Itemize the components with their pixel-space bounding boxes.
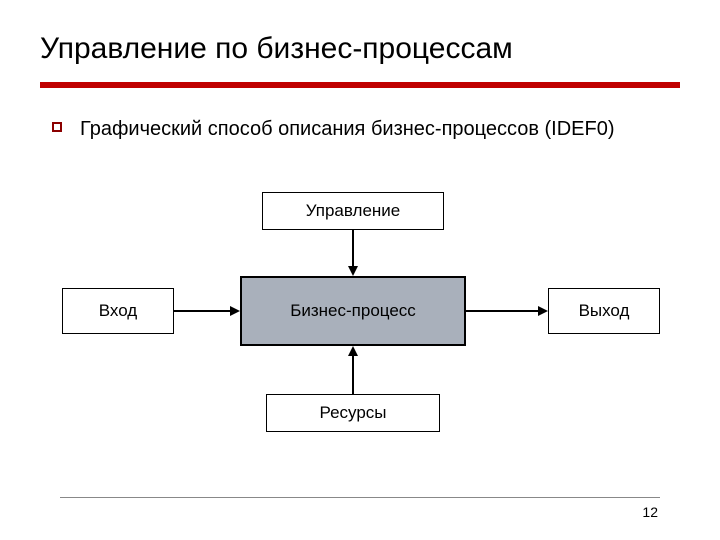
edge-resources-process bbox=[352, 356, 354, 394]
node-process: Бизнес-процесс bbox=[240, 276, 466, 346]
footer-divider bbox=[60, 497, 660, 498]
slide-title: Управление по бизнес-процессам bbox=[40, 32, 513, 66]
bullet-square-icon bbox=[52, 122, 62, 132]
node-input: Вход bbox=[62, 288, 174, 334]
edge-input-process bbox=[174, 310, 230, 312]
title-underline bbox=[40, 82, 680, 88]
arrowhead-right-icon bbox=[230, 306, 240, 316]
arrowhead-up-icon bbox=[348, 346, 358, 356]
node-resources: Ресурсы bbox=[266, 394, 440, 432]
arrowhead-down-icon bbox=[348, 266, 358, 276]
node-output: Выход bbox=[548, 288, 660, 334]
edge-control-process bbox=[352, 230, 354, 266]
node-control: Управление bbox=[262, 192, 444, 230]
page-number: 12 bbox=[642, 504, 658, 520]
edge-process-output bbox=[466, 310, 538, 312]
idef0-diagram: Управление Вход Бизнес-процесс Выход Рес… bbox=[0, 180, 720, 480]
bullet-item: Графический способ описания бизнес-проце… bbox=[52, 116, 615, 142]
bullet-text: Графический способ описания бизнес-проце… bbox=[80, 116, 615, 142]
arrowhead-right-icon bbox=[538, 306, 548, 316]
